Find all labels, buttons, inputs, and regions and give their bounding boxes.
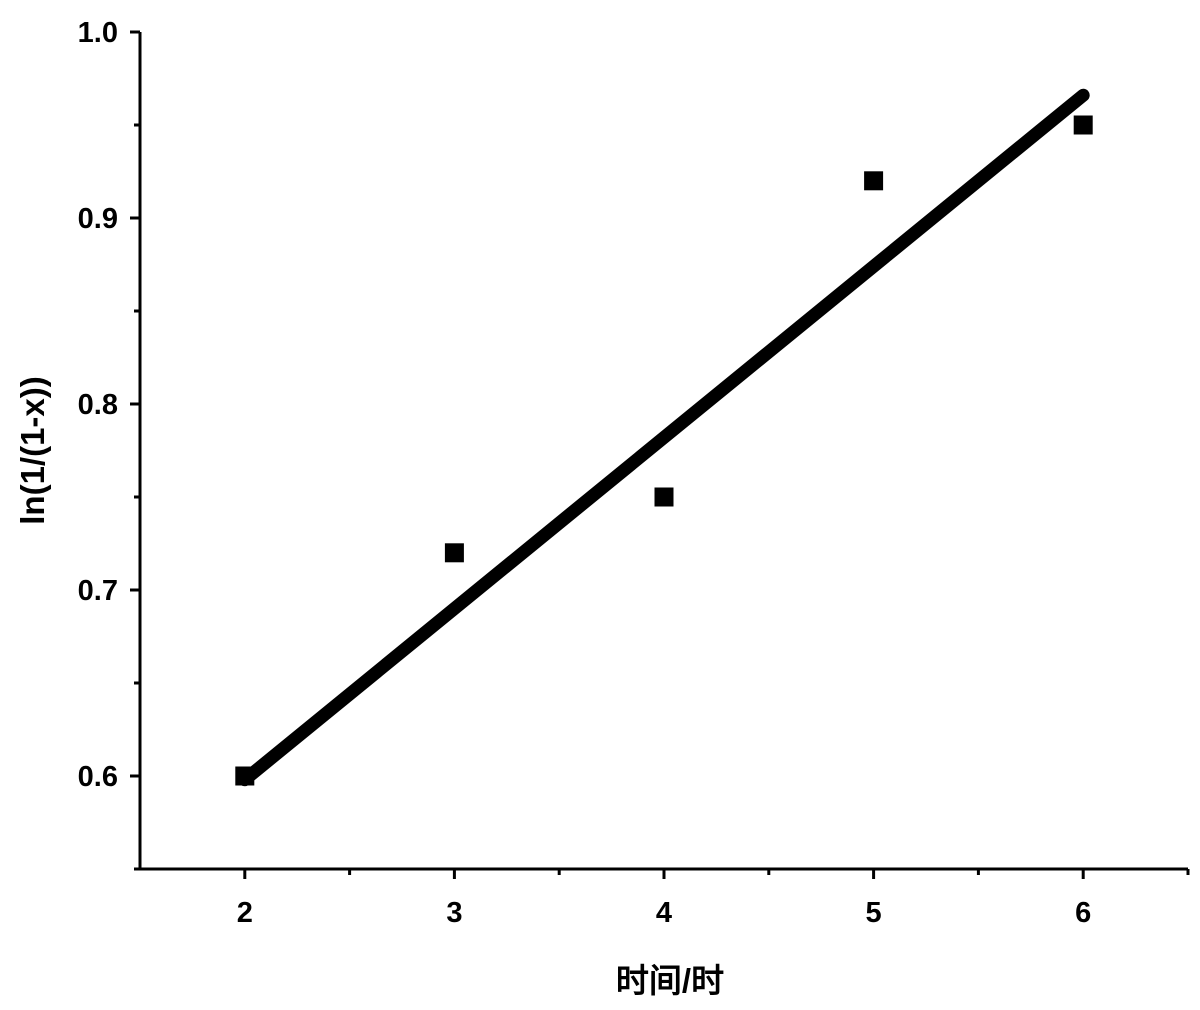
y-tick-label: 1.0 xyxy=(78,17,118,49)
axes: 0.6 0.7 0.8 0.9 1.0 2 3 4 5 6 xyxy=(78,17,1190,929)
data-point xyxy=(444,543,464,563)
x-tick-label: 4 xyxy=(656,897,672,929)
y-axis-title: ln(1/(1-x)) xyxy=(14,376,51,525)
y-tick-label: 0.6 xyxy=(78,761,118,793)
x-tick-label: 3 xyxy=(446,897,462,929)
fit-line-layer xyxy=(238,88,1090,787)
x-axis-title: 时间/时 xyxy=(616,962,724,999)
y-tick-label: 0.8 xyxy=(78,389,118,421)
data-points xyxy=(235,115,1093,786)
y-tick-label: 0.7 xyxy=(78,575,118,607)
x-tick-label: 5 xyxy=(866,897,882,929)
x-tick-label: 6 xyxy=(1075,897,1091,929)
fit-line xyxy=(238,88,1090,787)
data-point xyxy=(1073,115,1093,135)
data-point xyxy=(654,487,674,507)
y-tick-label: 0.9 xyxy=(78,203,118,235)
data-point xyxy=(864,171,884,191)
x-tick-label: 2 xyxy=(237,897,253,929)
data-point xyxy=(235,766,255,786)
